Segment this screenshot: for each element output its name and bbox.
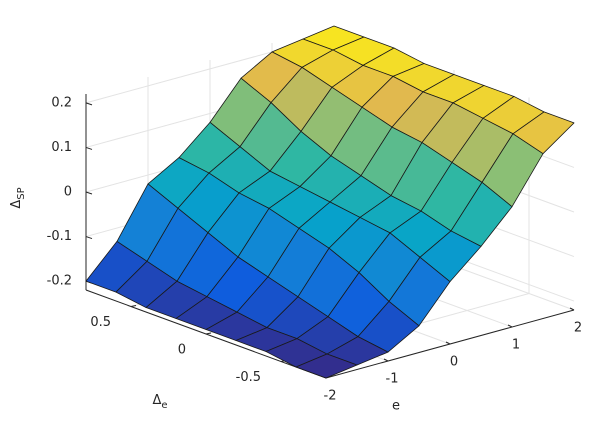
z-tick-label: -0.2: [47, 274, 72, 289]
x-axis-label: e: [392, 399, 400, 414]
z-tick: [85, 236, 93, 240]
x-tick-label: 1: [512, 338, 520, 353]
z-axis-label: ΔSP: [9, 187, 28, 208]
x-tick: [383, 358, 389, 362]
surface: [85, 25, 575, 379]
z-tick: [85, 102, 93, 106]
z-tick: [85, 146, 93, 150]
x-tick-label: 0: [450, 355, 458, 370]
y-tick-label: 0.5: [90, 315, 111, 330]
x-tick-label: 2: [574, 321, 582, 336]
x-tick: [507, 324, 513, 328]
y-tick: [205, 332, 212, 335]
y-axis-label: Δe: [152, 393, 167, 412]
z-axis-label-base: Δ: [9, 200, 24, 209]
surface-patch: [295, 353, 358, 379]
z-tick-label: -0.1: [47, 229, 72, 244]
x-tick-label: -2: [324, 389, 337, 404]
y-axis-label-base: Δ: [152, 393, 161, 408]
z-tick-label: 0: [64, 185, 72, 200]
z-tick-label: 0.2: [51, 95, 72, 110]
z-tick-label: 0.1: [51, 140, 72, 155]
y-tick-label: -0.5: [236, 370, 261, 385]
y-tick-label: 0: [178, 343, 186, 358]
x-tick: [569, 307, 575, 311]
x-tick: [445, 341, 451, 345]
y-axis-label-sub: e: [161, 400, 167, 411]
x-tick-label: -1: [386, 372, 399, 387]
y-tick: [130, 305, 137, 307]
z-tick: [85, 191, 93, 195]
z-axis-label-sub: SP: [16, 187, 27, 199]
